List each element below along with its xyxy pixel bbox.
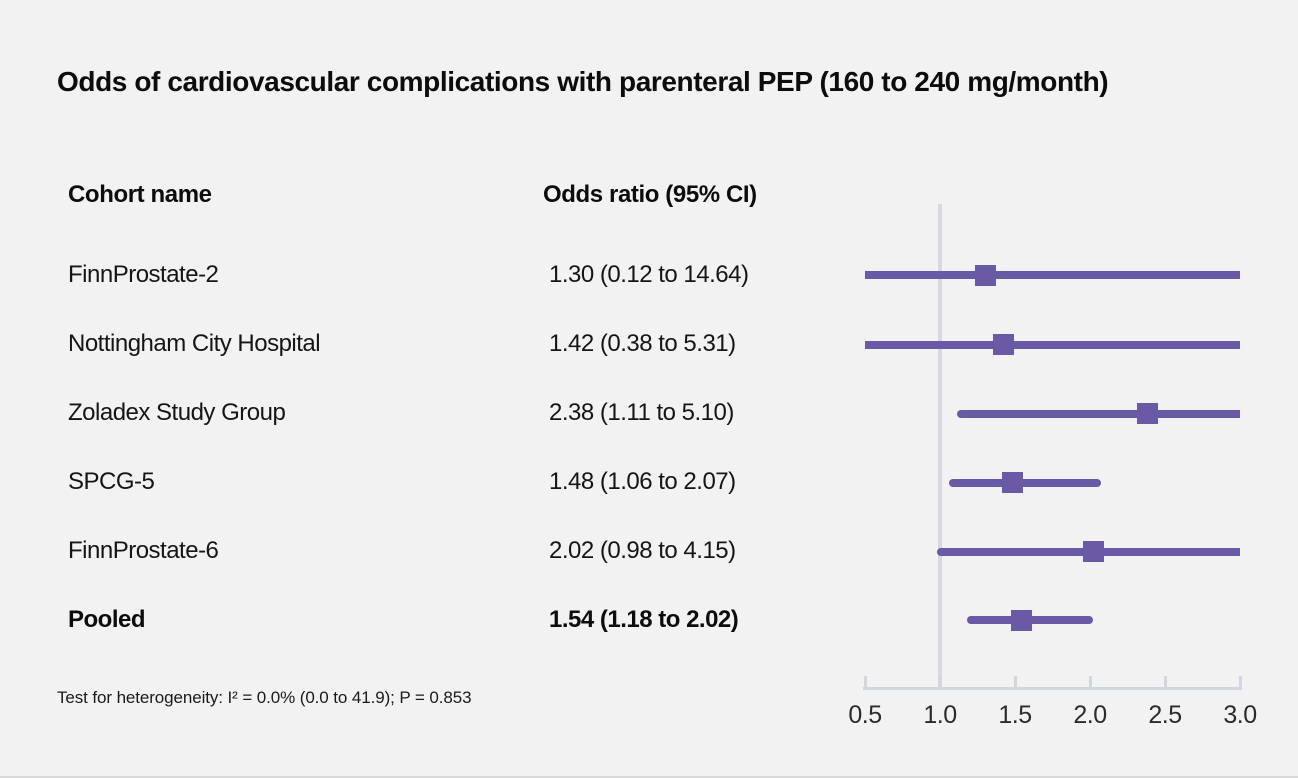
heterogeneity-footnote: Test for heterogeneity: I² = 0.0% (0.0 t… [57,688,472,707]
odds-ratio-value: 1.42 (0.38 to 5.31) [549,330,736,357]
x-axis-tick [938,676,942,687]
reference-line [938,204,942,687]
odds-ratio-marker [1082,541,1104,562]
table-row-pooled: Pooled 1.54 (1.18 to 2.02) [0,603,840,637]
x-axis-tick [1238,676,1242,687]
confidence-interval-line [865,271,1240,279]
x-axis-tick [863,676,867,687]
study-name: Zoladex Study Group [68,399,286,426]
x-axis-tick-label: 2.0 [1073,701,1107,729]
x-axis-line [863,687,1242,690]
x-axis-tick [1163,676,1167,687]
x-axis-tick [1013,676,1017,687]
column-header-odds-ratio: Odds ratio (95% CI) [543,181,757,208]
study-name: FinnProstate-6 [68,537,219,564]
table-row: Zoladex Study Group 2.38 (1.11 to 5.10) [0,396,840,430]
odds-ratio-marker [974,264,996,286]
x-axis-tick [1088,676,1092,687]
odds-ratio-value: 2.02 (0.98 to 4.15) [549,537,736,564]
x-axis-tick-label: 1.5 [998,701,1032,729]
odds-ratio-marker [1010,609,1032,631]
confidence-interval-line [949,478,1101,487]
study-name: Pooled [68,606,146,633]
x-axis-tick-label: 2.5 [1148,701,1182,729]
figure-title: Odds of cardiovascular complications wit… [57,66,1109,97]
odds-ratio-value: 1.48 (1.06 to 2.07) [549,468,736,495]
table-row: FinnProstate-2 1.30 (0.12 to 14.64) [0,258,840,292]
odds-ratio-value: 1.54 (1.18 to 2.02) [549,606,739,633]
x-axis-tick-label: 0.5 [848,701,882,729]
odds-ratio-marker [992,334,1014,355]
odds-ratio-marker [1001,472,1023,493]
x-axis-tick-label: 3.0 [1223,701,1257,729]
study-name: Nottingham City Hospital [68,330,321,357]
confidence-interval-line [956,409,1240,418]
x-axis-tick-label: 1.0 [923,701,957,729]
odds-ratio-marker [1136,403,1158,424]
study-name: SPCG-5 [68,468,155,495]
study-name: FinnProstate-2 [68,261,219,288]
table-row: SPCG-5 1.48 (1.06 to 2.07) [0,465,840,499]
table-row: Nottingham City Hospital 1.42 (0.38 to 5… [0,327,840,361]
column-header-cohort: Cohort name [68,181,212,208]
table-row: FinnProstate-6 2.02 (0.98 to 4.15) [0,534,840,568]
confidence-interval-line [865,340,1240,349]
odds-ratio-value: 1.30 (0.12 to 14.64) [549,261,749,288]
odds-ratio-value: 2.38 (1.11 to 5.10) [549,399,734,426]
